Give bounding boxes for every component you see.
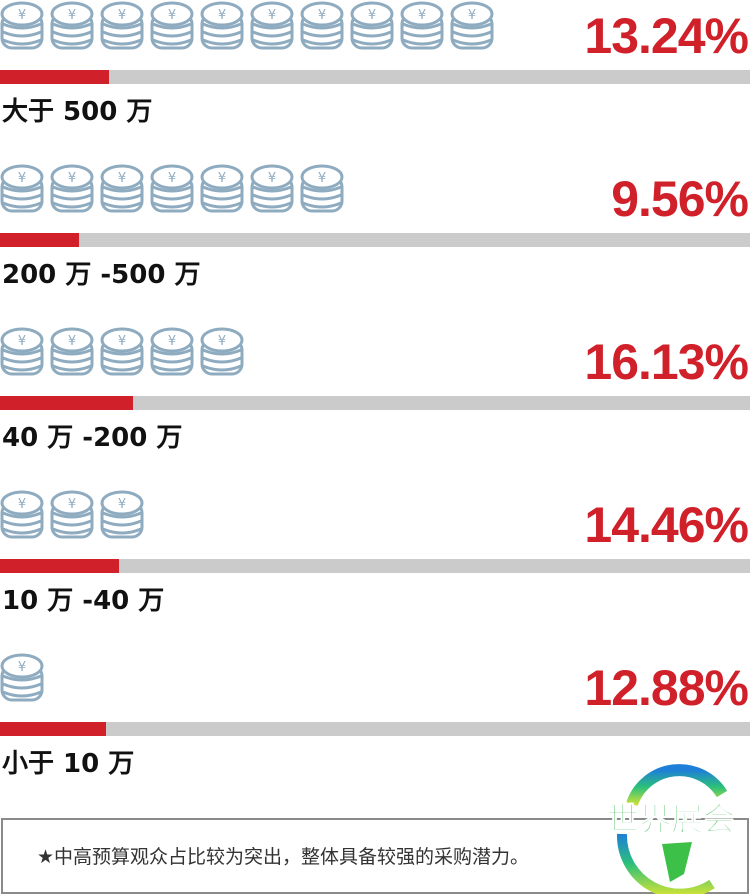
coin-stack-icon: ¥ [350,0,394,52]
svg-text:¥: ¥ [118,8,126,23]
svg-text:¥: ¥ [218,334,226,349]
coin-stack-icon: ¥ [200,163,244,215]
bar-track [0,722,750,736]
coin-stack-icon: ¥ [450,0,494,52]
svg-text:¥: ¥ [268,171,276,186]
bar-track [0,70,750,84]
coin-stack-icon: ¥ [250,163,294,215]
coin-stack-icon: ¥ [100,163,144,215]
bar [0,70,110,84]
bar [0,722,107,736]
bar-track [0,396,750,410]
value-label: 13.24% [584,8,749,64]
coin-group: ¥ [0,652,50,704]
bar-track [0,559,750,573]
svg-text:¥: ¥ [118,334,126,349]
value-label: 16.13% [584,334,749,390]
coin-stack-icon: ¥ [50,0,94,52]
bar-row: ¥ ¥ ¥ ¥ ¥ ¥ ¥ 9.56% 200 万 -500 万 [0,163,750,326]
category-label: 40 万 -200 万 [2,423,183,453]
coin-group: ¥ ¥ ¥ [0,489,150,541]
coin-stack-icon: ¥ [150,0,194,52]
coin-stack-icon: ¥ [0,0,44,52]
coin-stack-icon: ¥ [100,326,144,378]
svg-text:¥: ¥ [18,660,26,675]
svg-text:¥: ¥ [118,171,126,186]
bar [0,233,79,247]
svg-text:¥: ¥ [318,171,326,186]
coin-stack-icon: ¥ [50,489,94,541]
svg-text:¥: ¥ [68,334,76,349]
coin-group: ¥ ¥ ¥ ¥ ¥ ¥ ¥ ¥ ¥ ¥ [0,0,500,52]
coin-stack-icon: ¥ [200,0,244,52]
svg-text:世界展会: 世界展会 [607,800,735,838]
bar-row: ¥ ¥ ¥ 14.46% 10 万 -40 万 [0,489,750,652]
coin-stack-icon: ¥ [0,652,44,704]
svg-text:¥: ¥ [18,171,26,186]
coin-stack-icon: ¥ [100,489,144,541]
bar [0,396,133,410]
coin-stack-icon: ¥ [300,163,344,215]
coin-group: ¥ ¥ ¥ ¥ ¥ [0,326,250,378]
coin-stack-icon: ¥ [200,326,244,378]
coin-stack-icon: ¥ [0,326,44,378]
svg-text:¥: ¥ [418,8,426,23]
svg-text:¥: ¥ [118,497,126,512]
category-label: 小于 10 万 [2,749,135,779]
coin-stack-icon: ¥ [0,489,44,541]
bar-row: ¥ ¥ ¥ ¥ ¥ 16.13% 40 万 -200 万 [0,326,750,489]
svg-text:¥: ¥ [218,171,226,186]
svg-text:¥: ¥ [168,171,176,186]
svg-text:¥: ¥ [68,497,76,512]
logo-globe-icon: 世界展会 [606,764,736,894]
value-label: 14.46% [584,497,749,553]
bar-row: ¥ 12.88% 小于 10 万 [0,652,750,815]
category-label: 大于 500 万 [2,97,153,127]
svg-text:¥: ¥ [68,8,76,23]
svg-text:¥: ¥ [18,334,26,349]
coin-stack-icon: ¥ [50,163,94,215]
coin-stack-icon: ¥ [300,0,344,52]
svg-text:¥: ¥ [218,8,226,23]
note-box: ★中高预算观众占比较为突出，整体具备较强的采购潜力。 [1,818,749,894]
bar [0,559,120,573]
svg-text:¥: ¥ [18,8,26,23]
category-label: 10 万 -40 万 [2,586,165,616]
bar-track [0,233,750,247]
svg-text:¥: ¥ [318,8,326,23]
bar-row: ¥ ¥ ¥ ¥ ¥ ¥ ¥ ¥ ¥ ¥ 13.24% 大于 500 万 [0,0,750,163]
coin-stack-icon: ¥ [100,0,144,52]
coin-stack-icon: ¥ [150,163,194,215]
svg-text:¥: ¥ [18,497,26,512]
svg-text:¥: ¥ [168,8,176,23]
coin-stack-icon: ¥ [250,0,294,52]
coin-stack-icon: ¥ [0,163,44,215]
svg-text:¥: ¥ [268,8,276,23]
value-label: 12.88% [584,660,749,716]
svg-text:¥: ¥ [168,334,176,349]
value-label: 9.56% [611,171,749,227]
svg-text:¥: ¥ [468,8,476,23]
coin-stack-icon: ¥ [150,326,194,378]
coin-stack-icon: ¥ [400,0,444,52]
svg-text:¥: ¥ [68,171,76,186]
svg-text:¥: ¥ [368,8,376,23]
note-text: ★中高预算观众占比较为突出，整体具备较强的采购潜力。 [37,846,530,868]
coin-group: ¥ ¥ ¥ ¥ ¥ ¥ ¥ [0,163,350,215]
coin-stack-icon: ¥ [50,326,94,378]
category-label: 200 万 -500 万 [2,260,201,290]
